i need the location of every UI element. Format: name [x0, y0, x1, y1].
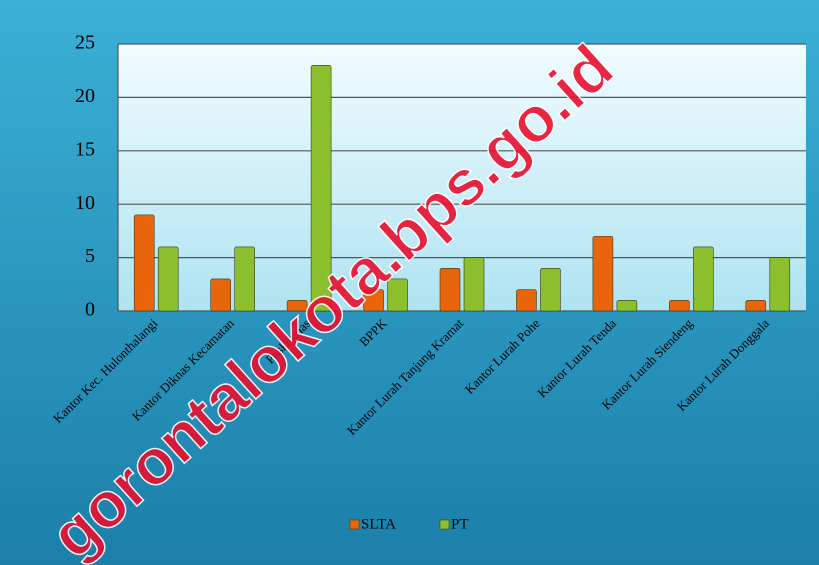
bar — [387, 278, 408, 312]
bar — [286, 300, 308, 312]
bar — [693, 246, 714, 312]
bar — [669, 300, 690, 312]
bar — [540, 267, 561, 312]
bar — [516, 289, 537, 312]
bar — [769, 257, 791, 312]
y-tick-label: 20 — [75, 85, 95, 107]
bar — [133, 214, 155, 312]
bar — [210, 278, 231, 312]
legend-swatch — [349, 519, 360, 530]
legend-label: PT — [451, 516, 469, 532]
bar — [439, 267, 461, 312]
y-tick-label: 0 — [85, 299, 95, 321]
bar — [310, 65, 332, 312]
y-tick-label: 5 — [85, 245, 95, 267]
bar — [463, 257, 485, 312]
plot-area — [118, 44, 806, 311]
legend-swatch — [439, 519, 450, 530]
y-tick-label: 15 — [75, 138, 95, 160]
legend-label: SLTA — [361, 516, 396, 532]
bar — [592, 235, 614, 312]
bar — [157, 246, 179, 312]
y-tick-label: 25 — [75, 32, 95, 54]
bar — [234, 246, 255, 312]
bar — [363, 289, 384, 312]
y-tick-label: 10 — [75, 192, 95, 214]
bar — [745, 300, 767, 312]
bar — [616, 300, 638, 312]
